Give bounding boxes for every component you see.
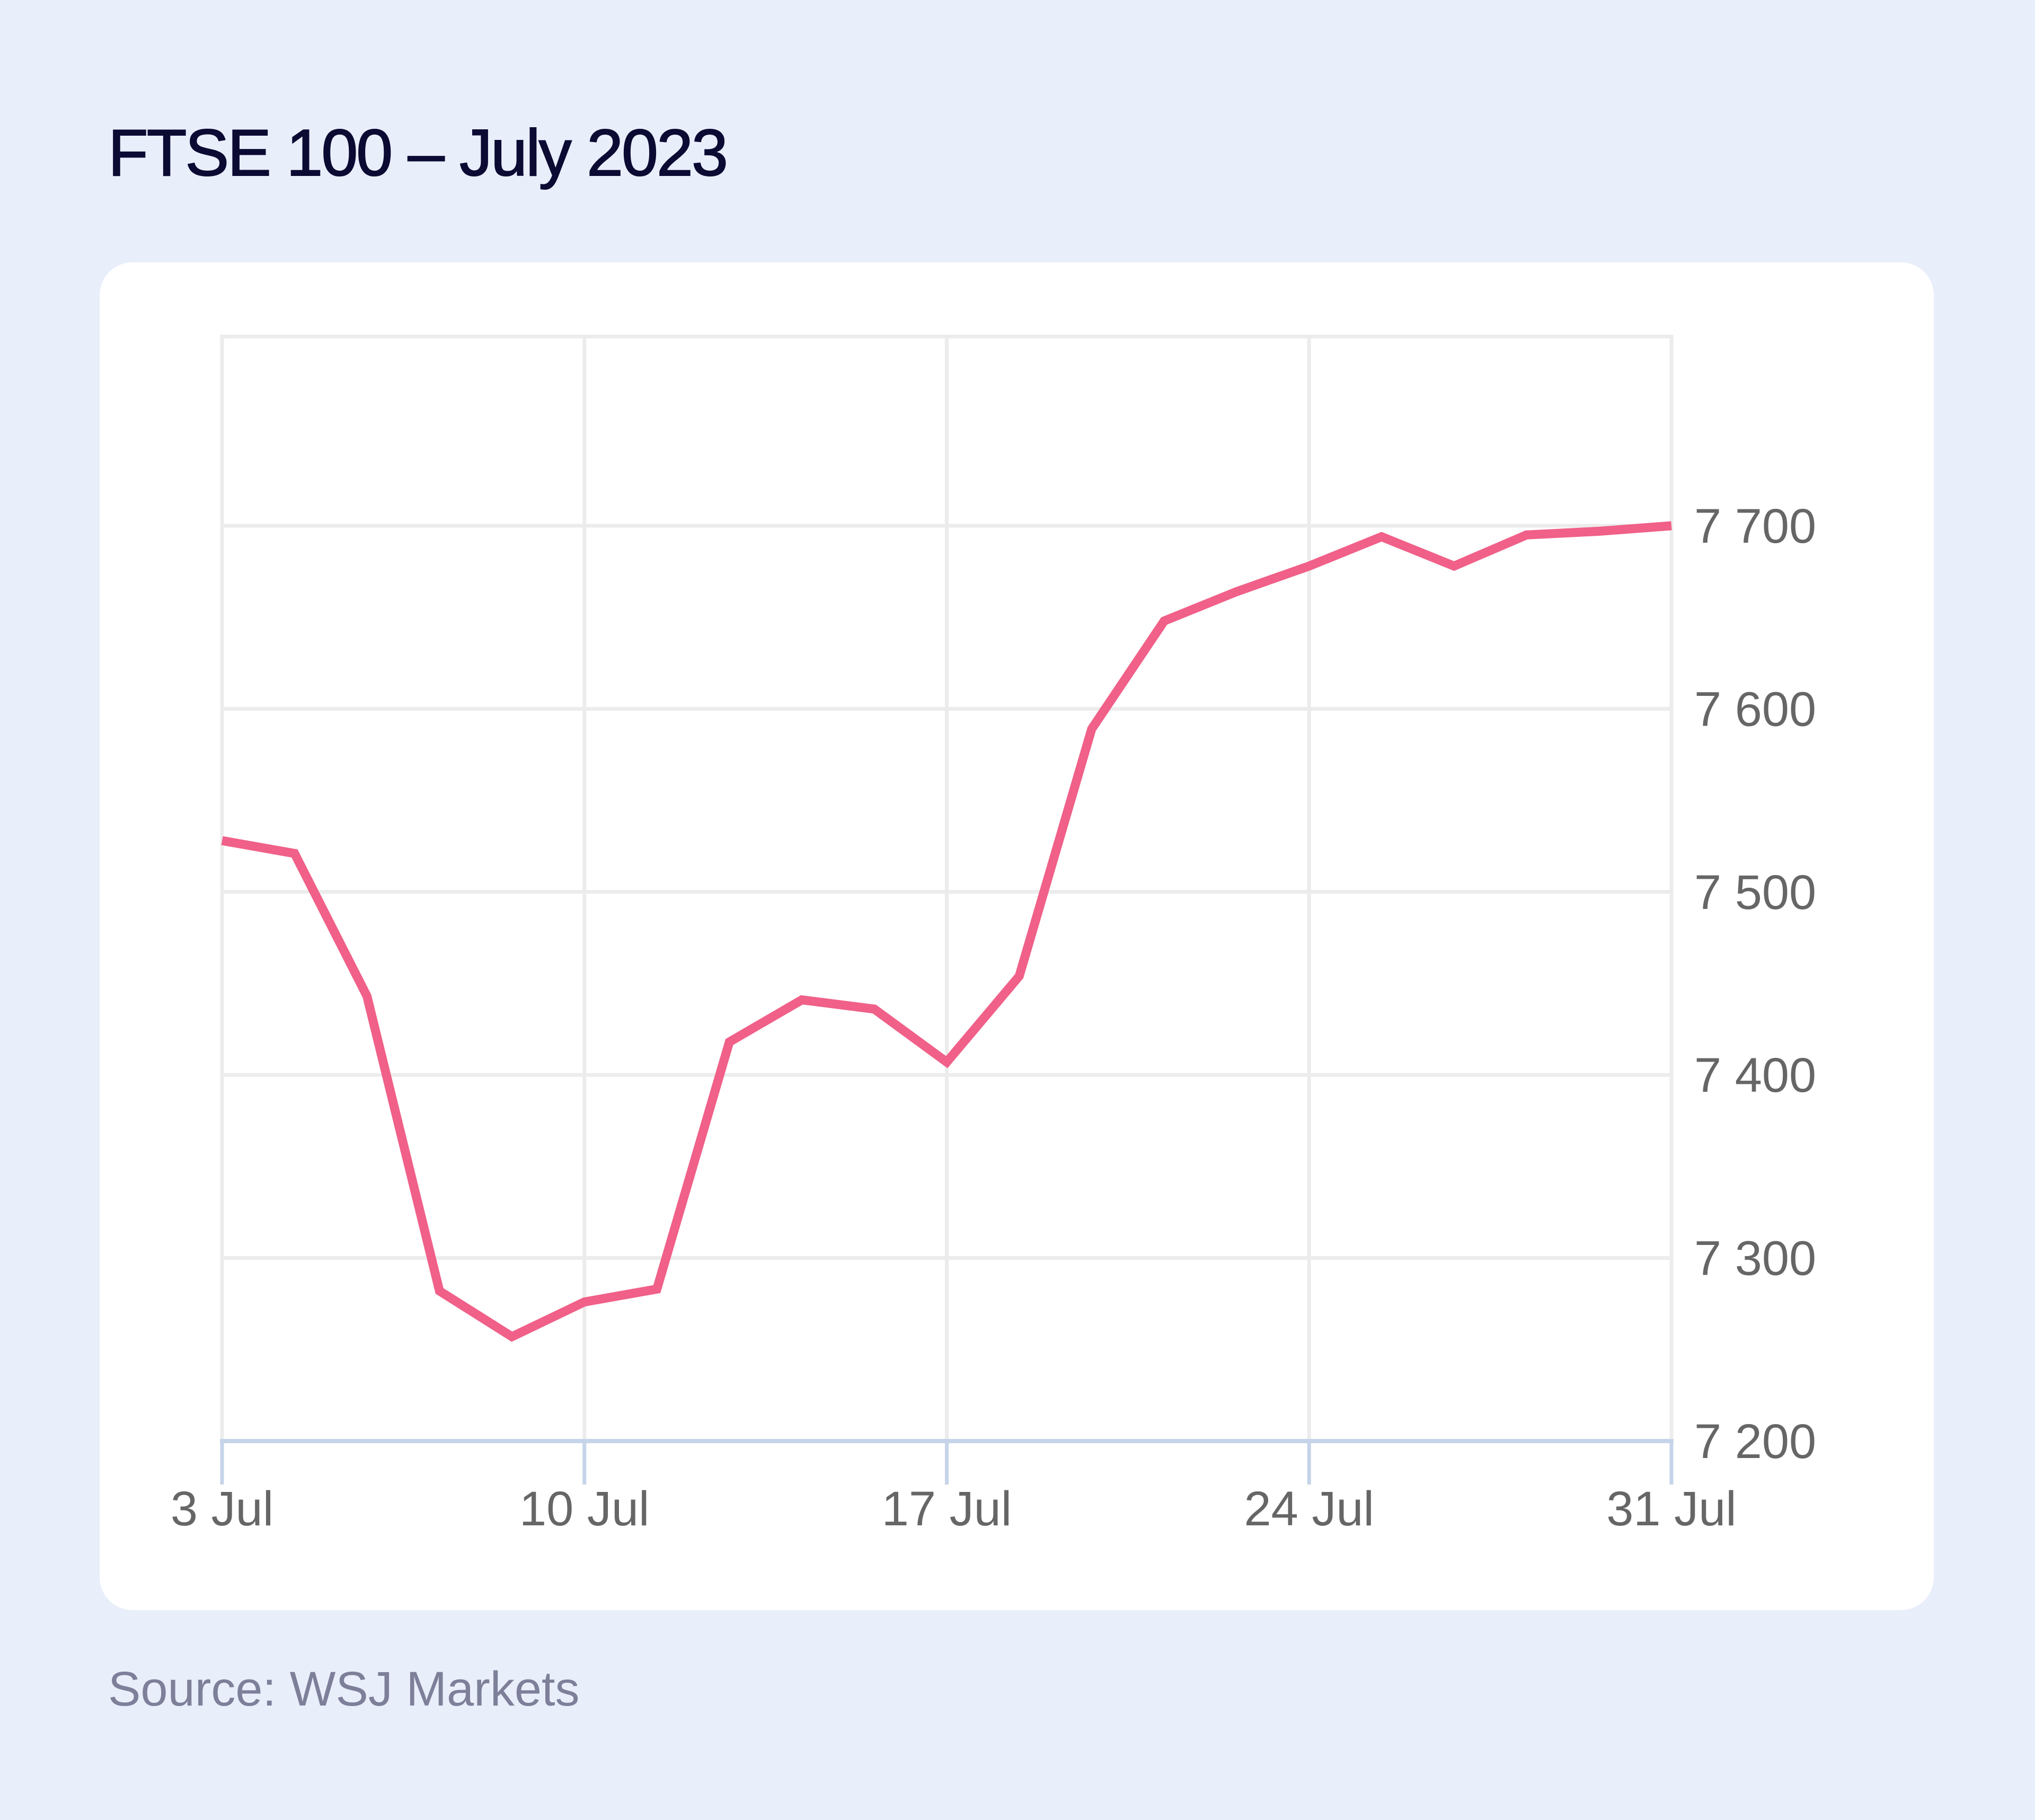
x-axis-labels: 3 Jul 10 Jul 17 Jul 24 Jul 31 Jul — [171, 1482, 1737, 1536]
gridlines — [220, 334, 1674, 1441]
chart-card: 7 200 7 300 7 400 7 500 7 600 7 700 3 Jul 10 J… — [100, 262, 1934, 1610]
source-note: Source: WSJ Markets — [108, 1662, 580, 1716]
chart-title: FTSE 100 – July 2023 — [108, 116, 729, 190]
x-tick-label: 3 Jul — [171, 1482, 273, 1536]
y-axis-labels: 7 200 7 300 7 400 7 500 7 600 7 700 — [1694, 499, 1816, 1469]
y-tick-label: 7 300 — [1694, 1232, 1816, 1286]
x-tick-label: 10 Jul — [519, 1482, 650, 1536]
y-tick-label: 7 400 — [1694, 1048, 1816, 1102]
x-tick-label: 24 Jul — [1244, 1482, 1375, 1536]
series-ftse-100 — [221, 521, 1672, 1342]
y-tick-label: 7 500 — [1694, 865, 1816, 920]
x-axis — [220, 1439, 1674, 1485]
x-tick-label: 31 Jul — [1606, 1482, 1737, 1536]
line-chart: 7 200 7 300 7 400 7 500 7 600 7 700 3 Jul 10 J… — [171, 334, 1816, 1536]
y-tick-label: 7 700 — [1694, 499, 1816, 553]
series-line — [221, 521, 1672, 1342]
y-tick-label: 7 200 — [1694, 1415, 1816, 1469]
x-tick-label: 17 Jul — [882, 1482, 1012, 1536]
y-tick-label: 7 600 — [1694, 682, 1816, 736]
